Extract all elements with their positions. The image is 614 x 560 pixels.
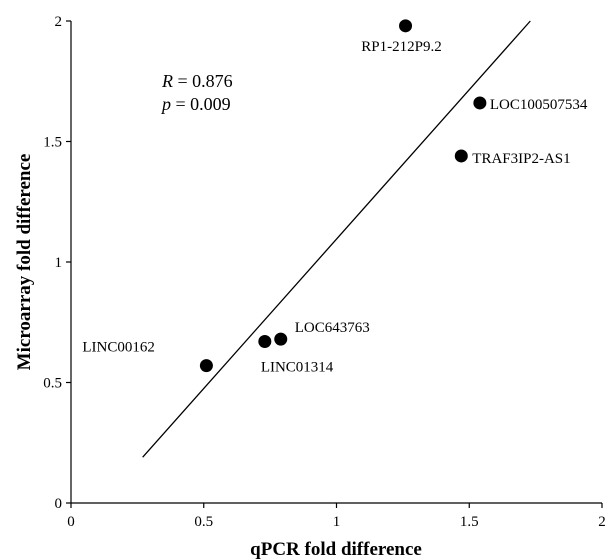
data-point: [258, 335, 272, 349]
y-tick-label: 0.5: [43, 376, 62, 392]
data-point: [399, 19, 413, 33]
r-symbol: R: [161, 71, 173, 91]
point-label: LINC00162: [82, 340, 155, 356]
y-tick-label: 2: [55, 14, 63, 30]
points-layer: RP1-212P9.2 LOC100507534 TRAF3IP2-AS1 LOC64…: [82, 19, 588, 376]
point-label: RP1-212P9.2: [361, 39, 441, 55]
y-axis-title: Microarray fold difference: [14, 154, 35, 371]
p-value: = 0.009: [171, 94, 231, 114]
x-tick-label: 1.5: [460, 514, 479, 530]
regression-line: [142, 20, 531, 458]
y-tick-label: 1: [55, 255, 63, 271]
x-tick-label: 1: [333, 514, 341, 530]
data-point: [199, 359, 213, 373]
data-point: [454, 149, 468, 163]
x-axis-title: qPCR fold difference: [250, 539, 422, 560]
point-label: TRAF3IP2-AS1: [472, 151, 570, 167]
point-label: LINC01314: [261, 360, 334, 376]
x-tick-label: 0.5: [194, 514, 213, 530]
r-value: = 0.876: [173, 71, 233, 91]
x-tick-label: 0: [67, 514, 75, 530]
y-tick-label: 0: [55, 496, 63, 512]
data-point: [473, 96, 487, 110]
correlation-annotation: R = 0.876: [161, 71, 233, 91]
point-label: LOC100507534: [490, 97, 588, 113]
x-tick-label: 2: [598, 514, 606, 530]
y-tick-label: 1.5: [43, 135, 62, 151]
data-point: [274, 332, 288, 346]
point-label: LOC643763: [295, 320, 370, 336]
p-value-annotation: p = 0.009: [160, 94, 231, 114]
p-symbol: p: [160, 94, 171, 114]
ticks-layer: 0 0.5 1 1.5 2 0 0.5 1 1.5 2: [43, 14, 606, 530]
